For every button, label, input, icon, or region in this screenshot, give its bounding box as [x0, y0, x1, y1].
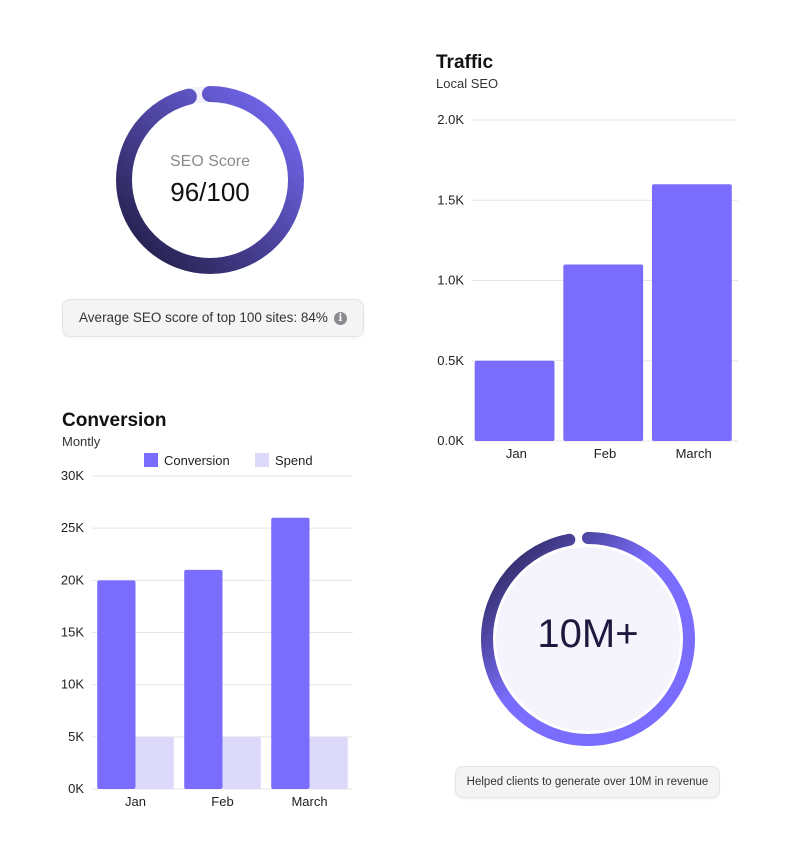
- traffic-title: Traffic: [436, 52, 494, 73]
- bar-march-spend[interactable]: [309, 736, 348, 789]
- x-tick-label: March: [676, 446, 712, 461]
- y-tick-label: 1.5K: [437, 192, 464, 207]
- seo-score-ring: [116, 86, 304, 274]
- bar-jan[interactable]: [474, 360, 555, 441]
- bar-feb[interactable]: [563, 264, 644, 441]
- seo-ring-arc: [116, 86, 304, 274]
- bar-feb-spend[interactable]: [222, 736, 261, 789]
- y-tick-label: 15K: [61, 625, 84, 640]
- legend-label: Conversion: [164, 453, 230, 468]
- y-tick-label: 20K: [61, 572, 84, 587]
- y-tick-label: 2.0K: [437, 112, 464, 127]
- revenue-ring-arc: [481, 532, 695, 746]
- seo-score-value: 96/100: [170, 177, 250, 207]
- info-icon: i: [333, 311, 347, 325]
- bar-jan-spend[interactable]: [135, 736, 174, 789]
- traffic-chart: 0.0K 0.5K 1.0K 1.5K 2.0K Jan Feb March: [437, 112, 738, 461]
- revenue-ring-fill: [496, 547, 680, 731]
- y-tick-label: 0.5K: [437, 353, 464, 368]
- y-tick-label: 5K: [68, 729, 84, 744]
- revenue-ring: [481, 532, 695, 746]
- seo-average-note: Average SEO score of top 100 sites: 84% i: [62, 299, 364, 337]
- seo-average-text: Average SEO score of top 100 sites: 84%: [79, 310, 328, 325]
- y-tick-label: 1.0K: [437, 273, 464, 288]
- conversion-title: Conversion: [62, 410, 167, 431]
- y-tick-label: 25K: [61, 520, 84, 535]
- y-tick-label: 10K: [61, 677, 84, 692]
- y-tick-label: 0K: [68, 781, 84, 796]
- y-tick-label: 0.0K: [437, 433, 464, 448]
- traffic-subtitle: Local SEO: [436, 76, 499, 91]
- bar-feb-conversion[interactable]: [184, 569, 223, 789]
- seo-score-label: SEO Score: [169, 153, 251, 170]
- legend-swatch: [144, 453, 158, 467]
- x-tick-label: March: [291, 794, 327, 809]
- bar-march-conversion[interactable]: [271, 517, 310, 789]
- legend-label: Spend: [275, 453, 313, 468]
- revenue-value: 10M+: [537, 612, 639, 656]
- x-tick-label: Jan: [125, 794, 146, 809]
- y-tick-label: 30K: [61, 468, 84, 483]
- legend-swatch: [255, 453, 269, 467]
- conversion-chart: 0K 5K 10K 15K 20K 25K 30K Jan Feb March Conversion…: [61, 453, 353, 809]
- revenue-note: Helped clients to generate over 10M in r…: [455, 766, 720, 798]
- bar-jan-conversion[interactable]: [97, 580, 136, 789]
- bar-march[interactable]: [651, 184, 732, 441]
- x-tick-label: Feb: [594, 446, 616, 461]
- x-tick-label: Jan: [506, 446, 527, 461]
- x-tick-label: Feb: [211, 794, 233, 809]
- conversion-subtitle: Montly: [62, 434, 101, 449]
